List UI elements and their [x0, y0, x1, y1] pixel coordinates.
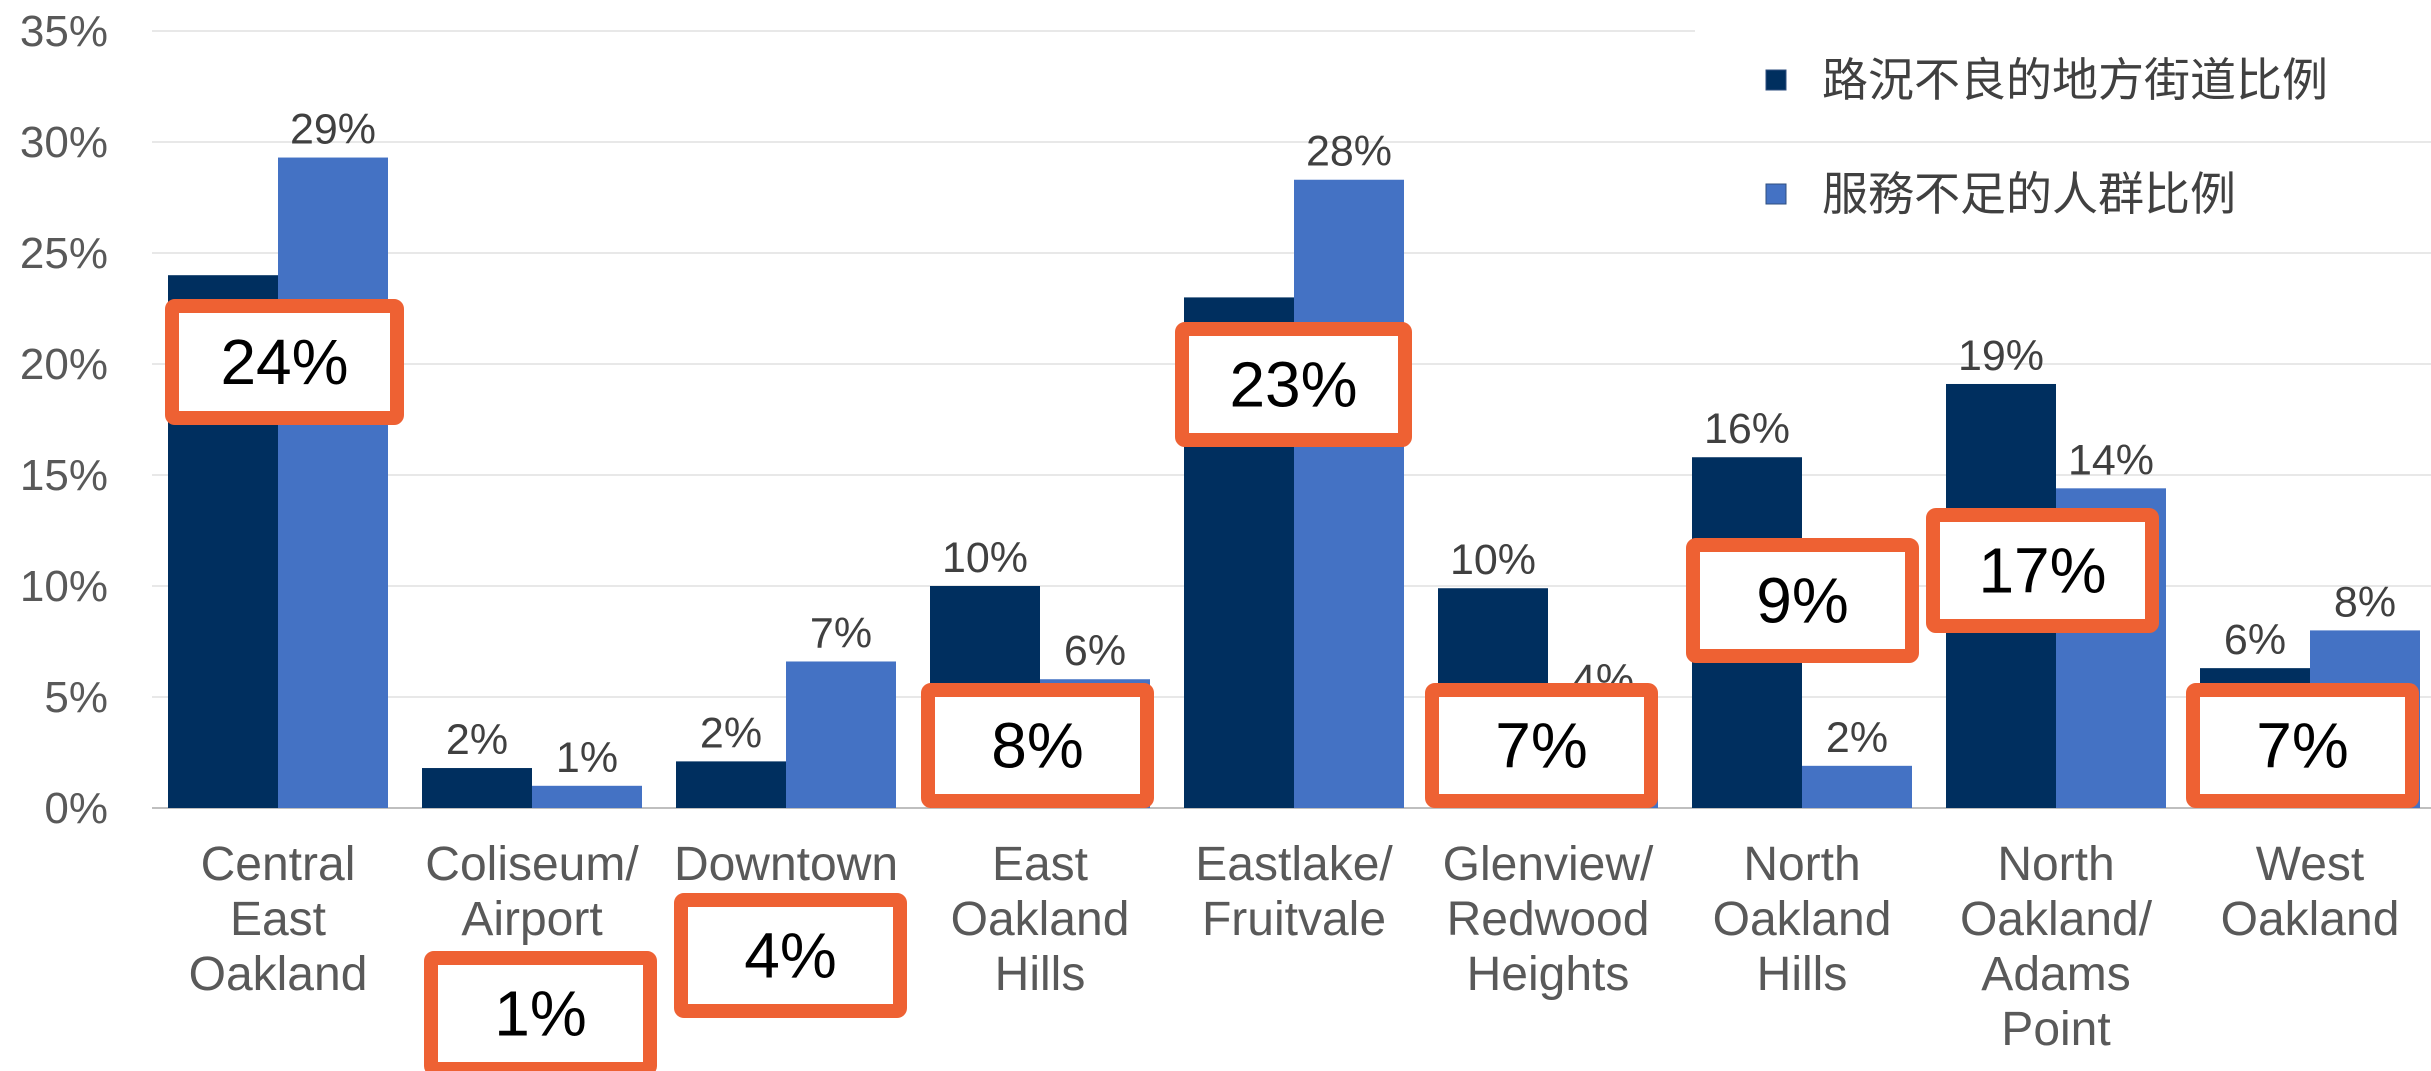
legend-swatch — [1765, 69, 1787, 91]
bar — [532, 785, 642, 808]
bar — [786, 661, 896, 808]
callout-label: 24% — [220, 326, 348, 398]
y-tick-label: 30% — [20, 118, 108, 167]
category-labels: Central East Oakland Coliseum/Airport Downto… — [189, 838, 2400, 1056]
callout-box — [921, 683, 1154, 808]
callout-label: 1% — [494, 978, 587, 1050]
category-label: Eastlake/Fruitvale — [1195, 838, 1393, 946]
data-labels: 29%2% 1%2%7%10%6%28%10%4%16%2%19%14%6%8% — [290, 106, 2396, 782]
category-label: North Oakland Hills — [1713, 838, 1892, 1001]
callout-label: 4% — [744, 920, 837, 992]
callout-boxes: 24% 1% 4% 8% 23% 7% 9% 17% 7% — [165, 299, 2419, 1071]
y-tick-label: 10% — [20, 562, 108, 611]
callout-label: 23% — [1229, 349, 1357, 421]
data-label: 10% — [1450, 536, 1536, 584]
callout-box — [1175, 322, 1412, 447]
callout-label: 7% — [2256, 710, 2349, 782]
callout-box — [1425, 683, 1658, 808]
y-tick-label: 25% — [20, 229, 108, 278]
data-label: 28% — [1306, 128, 1392, 176]
category-label: Coliseum/Airport — [425, 838, 639, 946]
data-label: 2% — [1826, 714, 1888, 762]
data-label: 7% — [810, 609, 872, 657]
callout-label: 8% — [991, 710, 1084, 782]
callout-label: 7% — [1495, 710, 1588, 782]
bar — [422, 768, 532, 808]
category-label: North Oakland/Adams Point — [1960, 838, 2153, 1056]
data-label: 6% — [2224, 616, 2286, 664]
callout-box — [1926, 508, 2159, 633]
legend-label: 路況不良的地方街道比例 — [1822, 53, 2328, 107]
data-label: 16% — [1704, 405, 1790, 453]
data-label: 19% — [1958, 332, 2044, 380]
bar — [1294, 179, 1404, 809]
category-label: East Oakland Hills — [951, 838, 1130, 1001]
y-tick-label: 20% — [20, 340, 108, 389]
data-label: 29% — [290, 106, 376, 154]
y-tick-label: 15% — [20, 451, 108, 500]
category-label: West Oakland — [2221, 838, 2400, 946]
legend-label: 服務不足的人群比例 — [1822, 167, 2236, 221]
category-label: Downtown — [674, 838, 898, 891]
callout-box — [674, 893, 907, 1018]
y-tick-label: 5% — [44, 673, 108, 722]
callout-label: 17% — [1978, 535, 2106, 607]
bar — [1802, 765, 1912, 808]
data-label: 1% — [556, 734, 618, 782]
callout-box — [165, 299, 404, 425]
data-label: 6% — [1064, 627, 1126, 675]
data-label: 2% — [700, 709, 762, 757]
bar — [278, 157, 388, 809]
callout-box — [424, 951, 657, 1071]
callout-label: 9% — [1756, 565, 1849, 637]
data-label: 2% — [446, 716, 508, 764]
category-label: Central East Oakland — [189, 838, 368, 1001]
data-label: 10% — [942, 534, 1028, 582]
callout-box — [2186, 683, 2419, 808]
data-label: 14% — [2068, 436, 2154, 484]
legend-swatch — [1765, 183, 1787, 205]
y-tick-label: 35% — [20, 7, 108, 56]
callout-box — [1686, 538, 1919, 663]
bar — [676, 761, 786, 808]
category-label: Glenview/Redwood Heights — [1443, 838, 1654, 1001]
y-axis-ticks: 0% 5% 10% 15% 20% 25% 30% 35% — [20, 7, 108, 833]
data-label: 8% — [2334, 578, 2396, 626]
y-tick-label: 0% — [44, 784, 108, 833]
